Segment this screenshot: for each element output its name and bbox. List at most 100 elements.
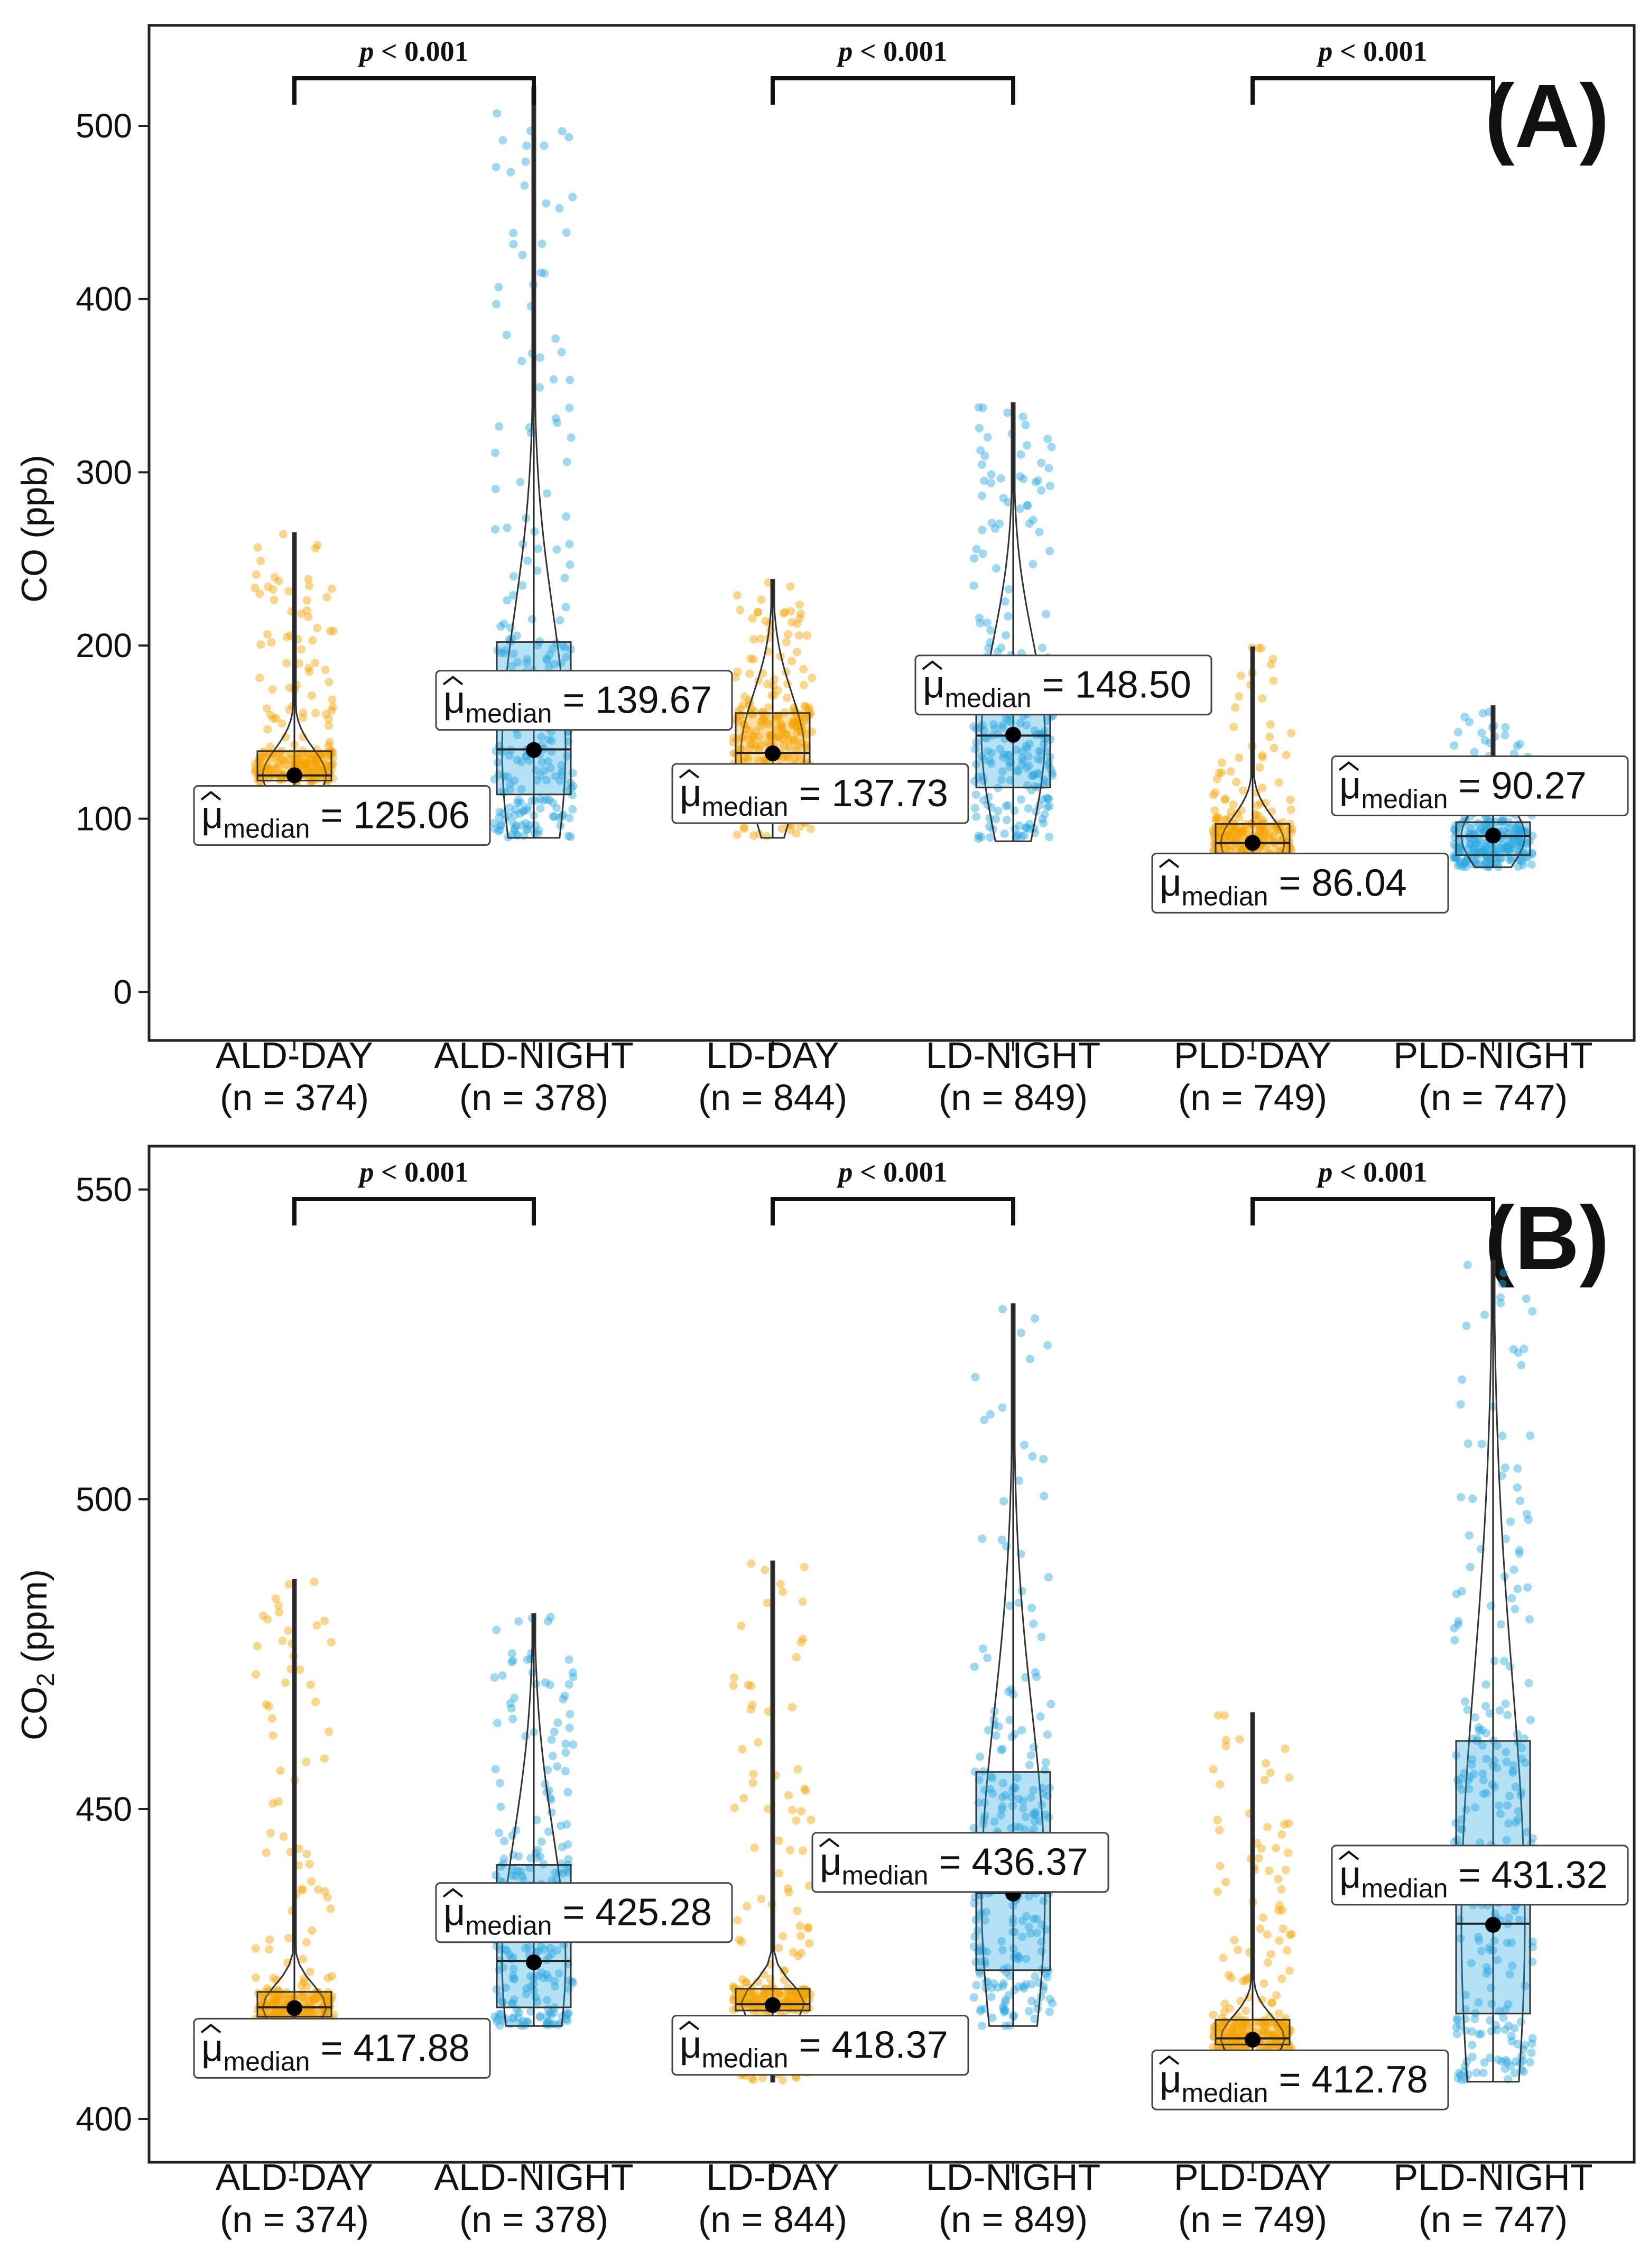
data-point [558,127,567,136]
data-point [733,831,742,840]
data-point [495,1778,504,1787]
equals-sign: = [788,2024,831,2067]
data-point [277,754,285,763]
data-point [1461,1697,1469,1706]
data-point [1457,1493,1466,1501]
data-point [256,640,265,649]
data-point [518,251,527,260]
data-point [1040,739,1048,748]
data-point [997,1746,1005,1755]
data-point [498,1671,507,1680]
data-point [310,768,319,776]
data-point [1007,1732,1016,1741]
data-point [1040,1491,1048,1500]
p-threshold: < 0.001 [1332,1156,1427,1188]
data-point [507,1657,516,1666]
data-point [517,821,526,829]
data-point [801,715,810,724]
data-point [1033,754,1042,763]
data-point [522,141,531,150]
data-point [302,1938,311,1947]
data-point [1219,1953,1228,1962]
equals-sign: = [310,795,353,837]
mu-symbol: μ [680,772,701,815]
data-point [1453,728,1462,737]
data-point [1460,860,1469,869]
data-point [565,1723,574,1732]
data-point [1454,1617,1463,1626]
data-point [564,133,573,142]
data-point [1213,1887,1222,1896]
data-point [738,700,747,709]
data-point [494,758,503,767]
data-point [1528,2034,1537,2043]
data-point [493,109,502,118]
data-point [499,619,508,628]
data-point [495,422,504,431]
data-point [1018,757,1027,765]
data-point [1000,829,1009,838]
data-point [279,755,288,764]
data-point [302,1849,311,1858]
equals-sign: = [1448,764,1491,807]
data-point [1022,823,1031,832]
data-point [740,692,749,701]
data-point [299,708,308,717]
data-point [493,1719,502,1728]
data-point [969,1993,978,2002]
data-point [784,630,793,639]
data-point [764,703,773,712]
median-subscript: median [1181,2078,1268,2108]
data-point [804,1923,813,1932]
median-value: 436.37 [972,1841,1088,1884]
data-point [567,433,576,442]
data-point [492,300,501,309]
data-point [548,1751,557,1760]
data-point [555,616,564,625]
data-point [1235,813,1244,822]
data-point [1004,612,1013,621]
data-point [1466,1563,1475,1572]
data-point [1026,1354,1034,1363]
data-point [801,703,810,712]
data-point [1272,1991,1281,2000]
median-subscript: median [223,814,310,844]
data-point [1506,1517,1515,1526]
data-point [507,662,516,671]
data-point [1043,1341,1052,1350]
data-point [298,713,307,722]
data-point [251,584,260,593]
data-point [534,826,543,835]
data-point [757,1894,766,1903]
data-point [1282,751,1291,759]
data-point [284,1580,293,1589]
data-point [522,825,531,834]
data-point [807,1815,816,1824]
data-point [779,609,788,618]
y-tick-label: 100 [76,800,132,838]
data-point [1044,464,1053,473]
data-point [1230,1936,1239,1944]
panel-a-label: (A) [1485,66,1609,167]
data-point [1045,482,1054,490]
data-point [308,1926,317,1935]
data-point [1005,762,1014,771]
data-point [316,768,325,777]
data-point [328,695,337,704]
data-point [783,694,791,702]
data-point [789,736,798,744]
data-point [733,667,742,676]
data-point [266,711,275,720]
data-point [313,757,322,766]
data-point [789,718,798,727]
data-point [1221,1877,1230,1886]
data-point [495,807,504,816]
data-point [804,703,813,712]
data-point [511,810,519,819]
panel-b-ylabel: CO2 (ppm) [14,1569,59,1740]
data-point [496,622,505,631]
data-point [532,776,541,785]
data-point [1523,1583,1532,1592]
